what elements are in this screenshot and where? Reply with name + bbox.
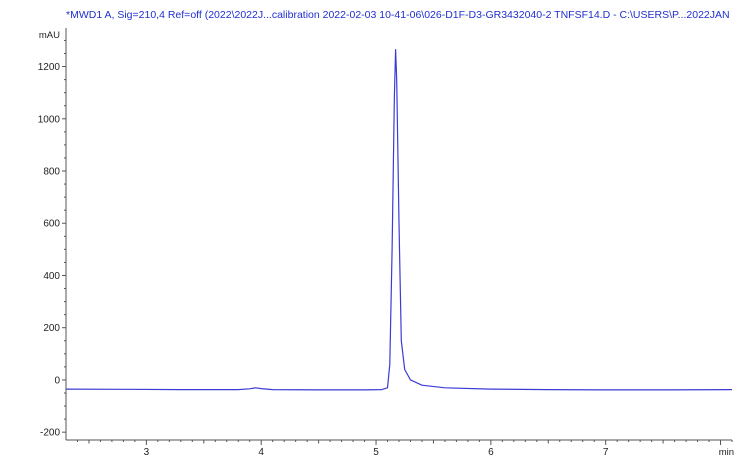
y-tick-label: 1200 bbox=[38, 62, 61, 73]
y-tick-label: 600 bbox=[43, 219, 60, 230]
y-tick-label: 800 bbox=[43, 167, 60, 178]
y-tick-label: 400 bbox=[43, 271, 60, 282]
y-tick-label: 200 bbox=[43, 323, 60, 334]
series-layer bbox=[65, 48, 733, 391]
chromatogram-trace bbox=[65, 48, 733, 391]
signal-title: *MWD1 A, Sig=210,4 Ref=off (2022\2022J..… bbox=[66, 9, 730, 21]
x-unit-label: min bbox=[719, 447, 734, 458]
y-tick-label: -200 bbox=[40, 428, 60, 439]
x-tick-label: 4 bbox=[258, 447, 264, 458]
y-tick-label: 0 bbox=[54, 375, 60, 386]
x-tick-label: 5 bbox=[373, 447, 379, 458]
ticks bbox=[62, 39, 733, 445]
y-unit-label: mAU bbox=[39, 30, 60, 41]
x-tick-label: 3 bbox=[144, 447, 150, 458]
x-tick-label: 7 bbox=[603, 447, 609, 458]
tick-labels: -200 0 200 400 600 800 1000 1200 3 4 5 6 7 mAU min bbox=[38, 30, 734, 458]
y-tick-label: 1000 bbox=[38, 114, 61, 125]
x-tick-label: 6 bbox=[488, 447, 494, 458]
